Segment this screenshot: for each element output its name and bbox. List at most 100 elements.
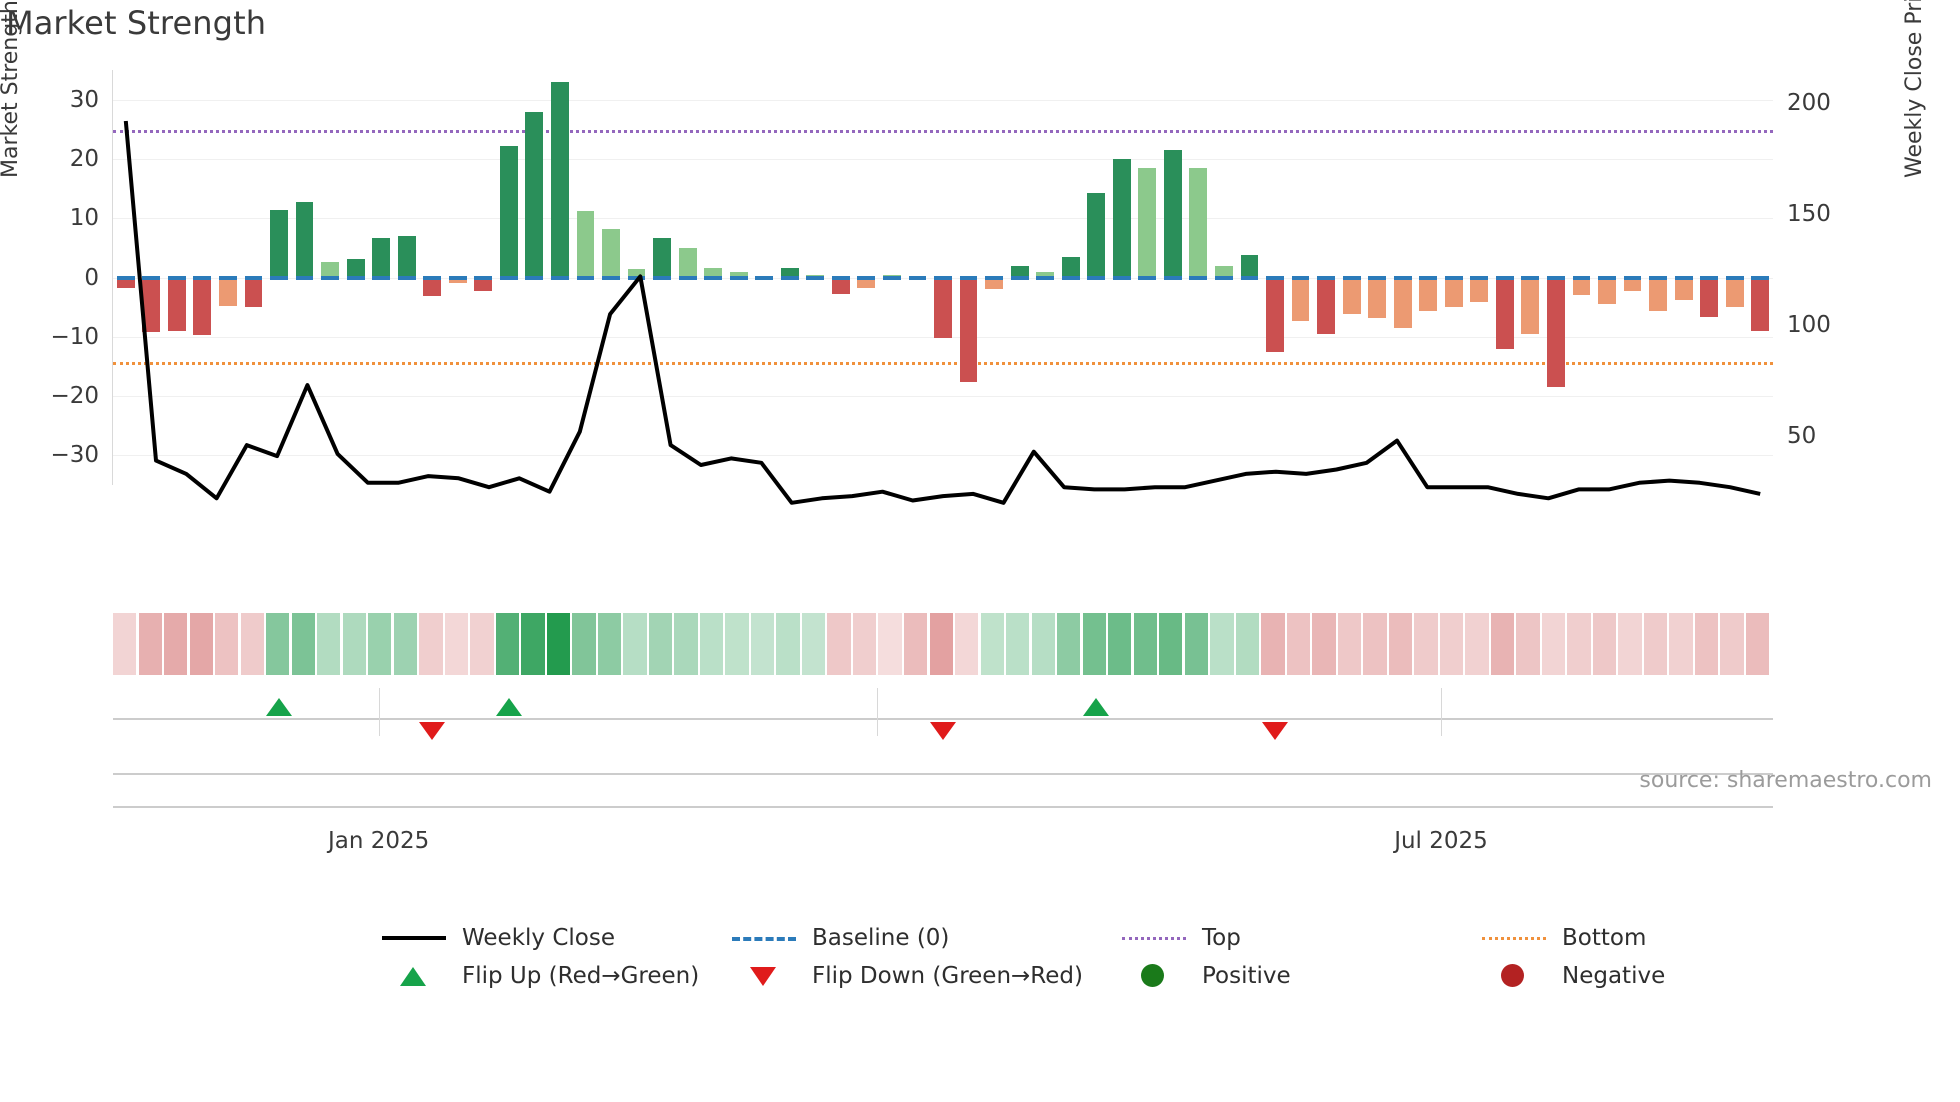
legend-item[interactable]: Baseline (0) — [730, 925, 949, 951]
legend-label: Negative — [1562, 963, 1666, 989]
baseline-cap — [116, 275, 135, 280]
baseline-cap — [1087, 275, 1106, 280]
baseline-cap — [167, 275, 186, 280]
strength-heat-strip — [113, 613, 1773, 675]
baseline-cap — [704, 275, 723, 280]
triangle-down-icon — [730, 963, 798, 989]
legend-label: Weekly Close — [462, 925, 615, 951]
reference-line-bottom — [113, 362, 1773, 366]
heat-cell — [215, 613, 239, 675]
heat-cell — [1184, 613, 1208, 675]
bar — [1649, 277, 1667, 311]
y-tick-left: 10 — [69, 205, 99, 232]
heat-cell — [317, 613, 341, 675]
bar — [959, 277, 978, 383]
legend-item[interactable]: Negative — [1480, 963, 1665, 989]
bar — [1470, 277, 1489, 303]
legend-item[interactable]: Flip Up (Red→Green) — [380, 963, 699, 989]
heat-cell — [750, 613, 775, 675]
heat-cell — [572, 613, 596, 675]
heat-cell — [1261, 613, 1285, 675]
heat-cell — [725, 613, 749, 675]
baseline-cap — [372, 275, 391, 280]
baseline-cap — [627, 275, 646, 280]
heat-cell — [929, 613, 953, 675]
heat-cell — [1286, 613, 1311, 675]
legend-label: Bottom — [1562, 925, 1647, 951]
dotted-line-icon — [1480, 925, 1548, 951]
baseline-cap — [653, 275, 671, 280]
heat-cell — [470, 613, 494, 675]
bar — [193, 277, 212, 335]
baseline-cap — [780, 275, 799, 280]
baseline-cap — [1700, 275, 1719, 280]
baseline-cap — [1623, 275, 1642, 280]
heat-cell — [1414, 613, 1438, 675]
legend-item[interactable]: Bottom — [1480, 925, 1646, 951]
dashed-line-icon — [730, 925, 798, 951]
bar — [1010, 266, 1029, 278]
heat-cell — [291, 613, 315, 675]
legend-item[interactable]: Flip Down (Green→Red) — [730, 963, 1083, 989]
flip-down-marker — [1262, 722, 1288, 740]
heat-cell — [1082, 613, 1106, 675]
heat-cell — [1643, 613, 1668, 675]
heat-cell — [776, 613, 800, 675]
bar — [704, 268, 723, 278]
x-tick-label: Jan 2025 — [327, 828, 430, 854]
heat-cell — [1031, 613, 1055, 675]
heat-cell — [1465, 613, 1489, 675]
baseline-cap — [602, 275, 620, 280]
baseline-cap — [1240, 275, 1259, 280]
heat-cell — [266, 613, 290, 675]
heat-cell — [1567, 613, 1591, 675]
bar — [1342, 277, 1361, 315]
flip-guideline — [113, 773, 1773, 775]
heat-cell — [444, 613, 469, 675]
bar — [934, 277, 952, 338]
legend-item[interactable]: Weekly Close — [380, 925, 615, 951]
baseline-cap — [499, 275, 518, 280]
baseline-cap — [1495, 275, 1514, 280]
legend-label: Flip Down (Green→Red) — [812, 963, 1083, 989]
bar — [1751, 277, 1770, 332]
legend-item[interactable]: Top — [1120, 925, 1241, 951]
heat-cell — [1133, 613, 1157, 675]
gridline — [113, 218, 1773, 220]
heat-cell — [1210, 613, 1234, 675]
heat-cell — [699, 613, 724, 675]
legend-label: Positive — [1202, 963, 1291, 989]
baseline-cap — [1393, 275, 1412, 280]
baseline-cap — [1163, 275, 1182, 280]
bar — [1444, 277, 1463, 308]
bar — [1291, 277, 1310, 322]
heat-cell — [495, 613, 520, 675]
y-axis-spine — [112, 70, 113, 485]
gridline — [113, 99, 1773, 101]
heat-cell — [113, 613, 137, 675]
heat-cell — [878, 613, 902, 675]
baseline-cap — [1036, 275, 1055, 280]
flip-marker-panel — [113, 688, 1773, 808]
heat-cell — [623, 613, 647, 675]
legend-item[interactable]: Positive — [1120, 963, 1291, 989]
baseline-cap — [244, 275, 263, 280]
heat-cell — [164, 613, 188, 675]
bar — [653, 237, 671, 278]
baseline-cap — [423, 275, 442, 280]
bar — [116, 277, 135, 289]
gridline — [113, 455, 1773, 457]
baseline-cap — [729, 275, 748, 280]
bar — [678, 247, 697, 278]
bar — [576, 211, 595, 278]
heat-cell — [1159, 613, 1183, 675]
heat-cell — [342, 613, 366, 675]
baseline-cap — [1138, 275, 1157, 280]
heat-cell — [1388, 613, 1413, 675]
x-minor-tick — [876, 688, 878, 736]
baseline-cap — [678, 275, 697, 280]
bar — [1163, 150, 1182, 278]
baseline-cap — [1317, 275, 1335, 280]
source-note: source: sharemaestro.com — [1639, 768, 1932, 793]
baseline-cap — [985, 275, 1003, 280]
